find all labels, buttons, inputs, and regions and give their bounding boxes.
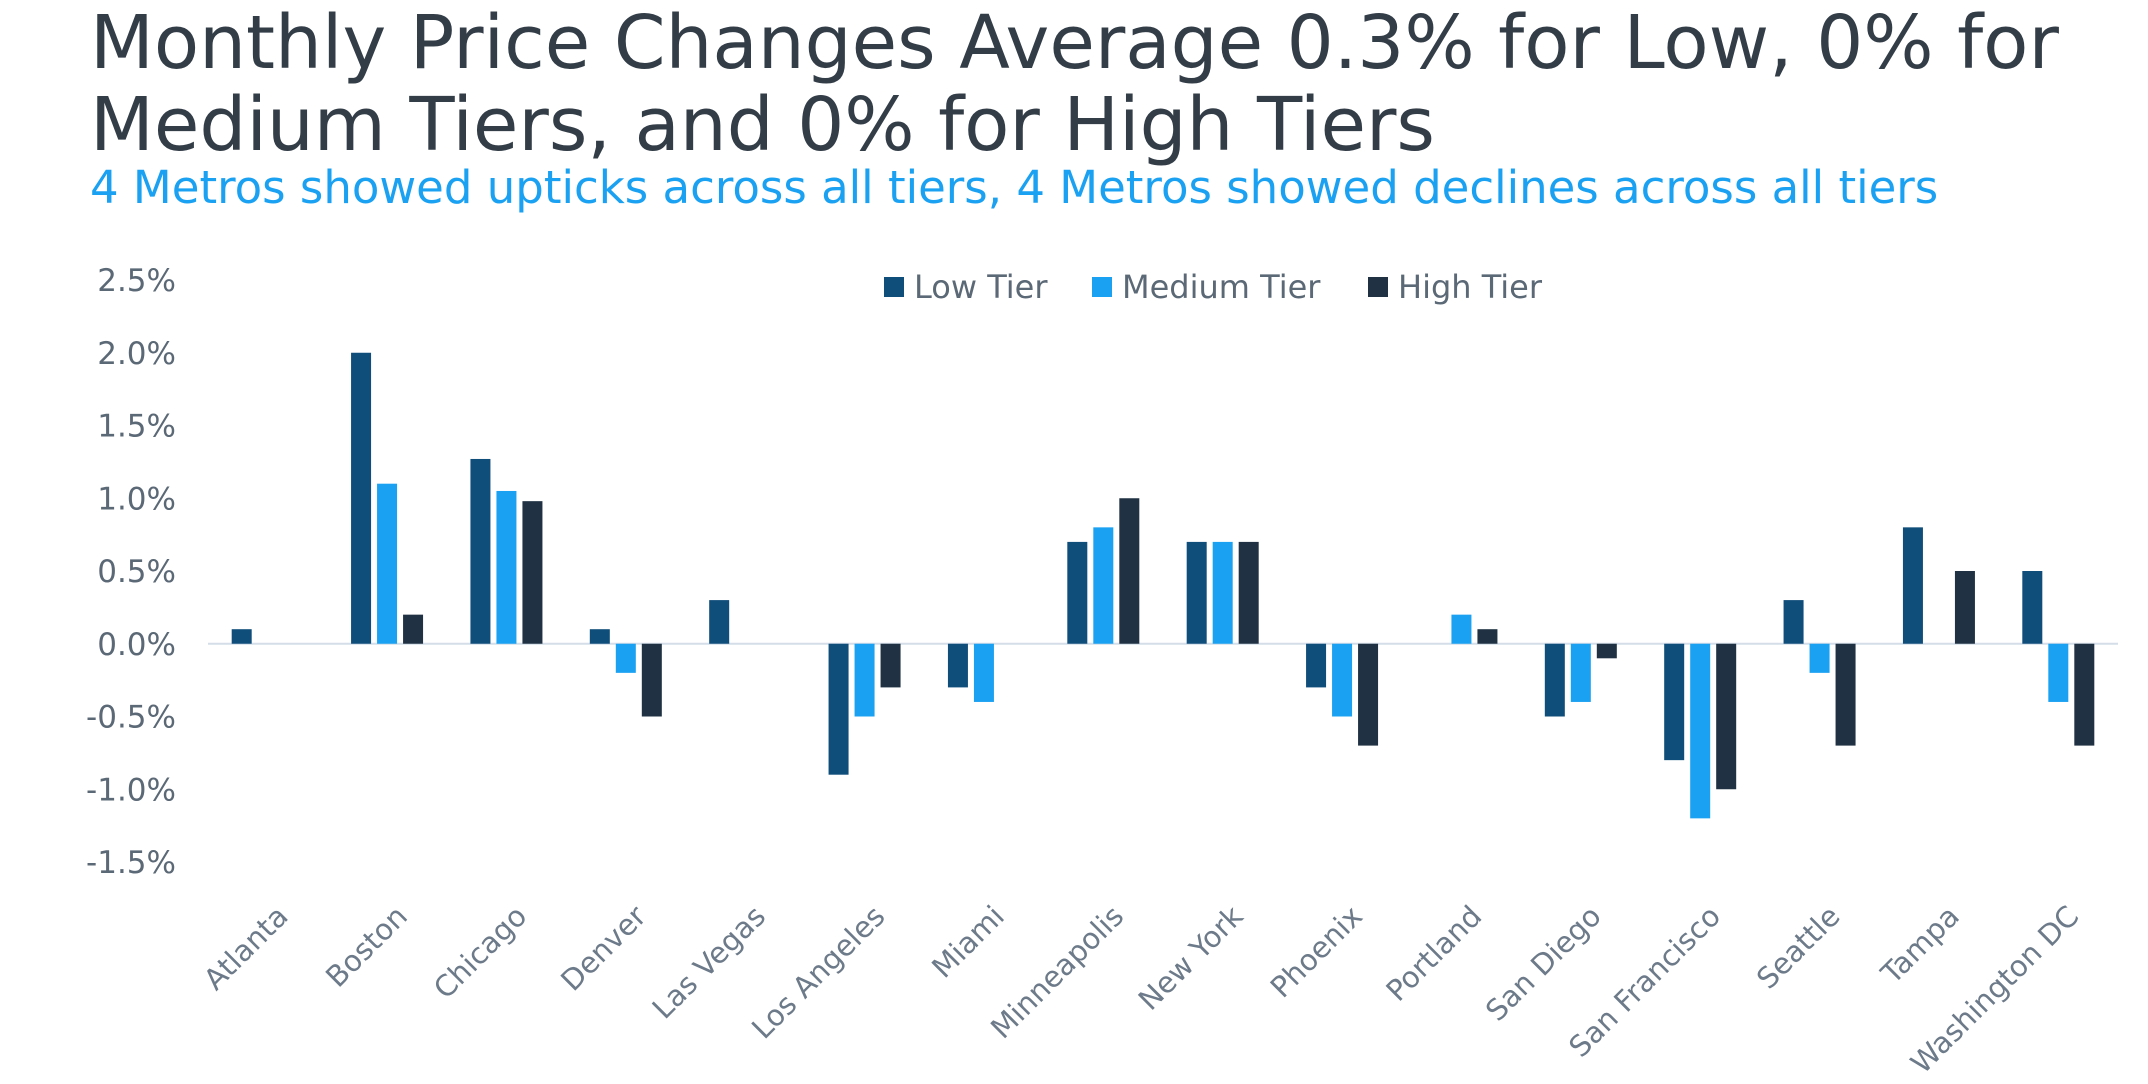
x-tick-label: Phoenix xyxy=(1264,899,1369,1004)
bar-high-tier-washington-dc xyxy=(2074,643,2095,746)
bar-medium-tier-boston xyxy=(377,483,398,644)
legend-swatch xyxy=(884,277,904,297)
y-axis: 2.5% 2.0% 1.5% 1.0% 0.5% 0.0% -0.5% -1.0% -1.5% xyxy=(86,263,2118,881)
x-tick-label: New York xyxy=(1132,899,1250,1017)
bars xyxy=(231,352,2095,819)
chart-title: Monthly Price Changes Average 0.3% for L… xyxy=(90,0,2059,168)
x-tick-label: San Diego xyxy=(1479,899,1608,1028)
legend-label: High Tier xyxy=(1398,268,1543,306)
bar-medium-tier-san-francisco xyxy=(1690,643,1711,819)
bar-low-tier-san-francisco xyxy=(1664,643,1685,761)
legend-swatch xyxy=(1368,277,1388,297)
x-tick-label: Las Vegas xyxy=(646,899,773,1026)
bar-medium-tier-minneapolis xyxy=(1093,527,1114,644)
bar-high-tier-boston xyxy=(403,614,424,644)
bar-low-tier-los-angeles xyxy=(828,643,849,775)
bar-high-tier-phoenix xyxy=(1358,643,1379,746)
chart-subtitle: 4 Metros showed upticks across all tiers… xyxy=(90,161,1939,214)
bar-low-tier-boston xyxy=(351,352,372,644)
x-tick-label: Portland xyxy=(1379,899,1488,1008)
bar-medium-tier-washington-dc xyxy=(2048,643,2069,702)
bar-high-tier-seattle xyxy=(1835,643,1856,746)
bar-high-tier-denver xyxy=(641,643,662,717)
bar-low-tier-las-vegas xyxy=(709,600,730,644)
bar-medium-tier-denver xyxy=(615,643,636,673)
bar-low-tier-washington-dc xyxy=(2022,571,2043,644)
bar-high-tier-chicago xyxy=(522,501,543,644)
bar-medium-tier-chicago xyxy=(496,490,517,644)
bar-low-tier-seattle xyxy=(1783,600,1804,644)
bar-high-tier-san-diego xyxy=(1596,643,1617,659)
bar-low-tier-new-york xyxy=(1186,541,1207,644)
bar-medium-tier-phoenix xyxy=(1332,643,1353,717)
legend: Low Tier Medium Tier High Tier xyxy=(884,268,1543,306)
x-tick-label: Boston xyxy=(319,899,414,994)
bar-medium-tier-portland xyxy=(1451,614,1472,644)
x-tick-label: Denver xyxy=(554,899,653,998)
y-tick-label: 2.5% xyxy=(97,263,176,299)
bar-medium-tier-seattle xyxy=(1809,643,1830,673)
y-tick-label: 0.0% xyxy=(97,627,176,663)
x-tick-label: Chicago xyxy=(427,899,533,1005)
bar-medium-tier-san-diego xyxy=(1570,643,1591,702)
bar-medium-tier-miami xyxy=(973,643,994,702)
bar-high-tier-los-angeles xyxy=(880,643,901,688)
bar-low-tier-atlanta xyxy=(231,629,252,644)
bar-low-tier-san-diego xyxy=(1544,643,1565,717)
bar-high-tier-san-francisco xyxy=(1716,643,1737,790)
y-tick-label: -1.5% xyxy=(86,845,176,881)
x-tick-label: Tampa xyxy=(1874,899,1966,991)
bar-low-tier-minneapolis xyxy=(1067,541,1088,644)
bar-low-tier-chicago xyxy=(470,458,491,644)
y-tick-label: -1.0% xyxy=(86,772,176,808)
legend-label: Medium Tier xyxy=(1122,268,1321,306)
bar-low-tier-miami xyxy=(947,643,968,688)
bar-low-tier-denver xyxy=(589,629,610,644)
y-tick-label: 1.0% xyxy=(97,481,176,517)
bar-medium-tier-los-angeles xyxy=(854,643,875,717)
legend-label: Low Tier xyxy=(914,268,1048,306)
y-tick-label: 2.0% xyxy=(97,336,176,372)
bar-low-tier-phoenix xyxy=(1306,643,1327,688)
y-tick-label: 1.5% xyxy=(97,409,176,445)
bar-high-tier-tampa xyxy=(1954,571,1975,644)
bar-high-tier-portland xyxy=(1477,629,1498,644)
bar-high-tier-new-york xyxy=(1238,541,1259,644)
bar-high-tier-minneapolis xyxy=(1119,498,1140,644)
y-tick-label: -0.5% xyxy=(86,700,176,736)
bar-low-tier-tampa xyxy=(1902,527,1923,644)
x-tick-label: Atlanta xyxy=(197,899,295,997)
bar-medium-tier-new-york xyxy=(1212,541,1233,644)
x-tick-label: Seattle xyxy=(1750,899,1847,996)
legend-swatch xyxy=(1092,277,1112,297)
y-tick-label: 0.5% xyxy=(97,554,176,590)
x-tick-label: Miami xyxy=(925,899,1011,985)
